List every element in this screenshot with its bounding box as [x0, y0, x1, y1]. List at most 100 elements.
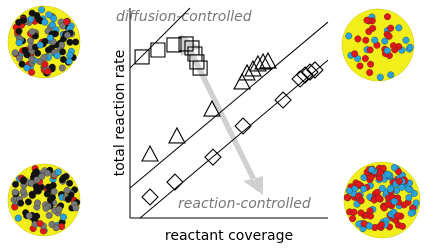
particle	[63, 18, 71, 26]
particle	[66, 38, 74, 46]
particle	[380, 204, 388, 212]
particle	[367, 174, 375, 182]
particle	[19, 187, 27, 195]
particle	[371, 36, 379, 44]
particle	[34, 49, 42, 57]
particle	[49, 194, 56, 201]
particle	[386, 185, 394, 193]
particle	[58, 41, 66, 49]
particle	[21, 46, 29, 54]
particle	[357, 209, 365, 217]
x-axis-label: reactant coverage	[165, 228, 293, 244]
particle	[55, 205, 63, 213]
particle	[394, 212, 402, 220]
particle	[351, 50, 359, 58]
particle	[58, 64, 66, 72]
particle	[45, 11, 53, 19]
marker-triangle	[238, 63, 256, 81]
particle	[44, 67, 52, 75]
particle	[40, 54, 48, 62]
particle	[366, 69, 374, 76]
marker-diamond	[204, 148, 222, 166]
particle	[343, 193, 351, 201]
particle	[378, 184, 386, 192]
particle	[11, 49, 19, 57]
marker-diamond	[274, 91, 292, 109]
particle	[34, 199, 41, 207]
particle	[360, 185, 368, 193]
particle	[381, 37, 389, 45]
particle	[383, 47, 391, 55]
particle	[354, 35, 362, 43]
particle	[361, 55, 369, 62]
particle	[345, 187, 353, 195]
particle	[404, 185, 412, 193]
particle	[34, 187, 42, 195]
particle	[58, 176, 66, 184]
particle	[14, 214, 22, 222]
marker-diamond	[234, 117, 252, 135]
particle	[16, 54, 23, 62]
particle	[379, 164, 387, 172]
particle	[51, 30, 59, 38]
particle	[399, 222, 406, 230]
particle	[50, 188, 58, 195]
particle	[362, 36, 370, 44]
particle	[43, 169, 51, 177]
particle	[28, 9, 36, 17]
particle	[15, 27, 23, 35]
particle	[59, 56, 67, 63]
particle	[368, 166, 376, 174]
particle	[50, 15, 58, 22]
particle	[385, 32, 393, 40]
particle	[412, 199, 420, 207]
annotation: reaction-controlled	[178, 196, 311, 212]
particle	[33, 212, 41, 220]
marker-triangle	[203, 99, 221, 117]
marker-square	[150, 42, 166, 58]
particle	[20, 16, 28, 24]
particle	[387, 71, 395, 79]
marker-square	[166, 37, 182, 53]
gray-double-arrow	[181, 34, 263, 195]
particle	[36, 41, 44, 49]
particle	[46, 34, 54, 42]
particle	[395, 177, 403, 185]
particle	[390, 42, 397, 50]
particle	[52, 224, 60, 232]
particle	[15, 39, 23, 47]
particle	[384, 170, 392, 178]
particle	[41, 60, 49, 68]
particle	[28, 55, 36, 63]
particle	[63, 187, 71, 195]
particle	[66, 51, 74, 59]
particle	[366, 46, 374, 54]
particle	[375, 194, 383, 202]
particle	[11, 188, 19, 196]
marker-triangle	[168, 126, 186, 144]
particle	[64, 31, 71, 39]
particle	[25, 212, 33, 220]
particle	[44, 46, 52, 54]
particle	[11, 203, 19, 211]
particle	[53, 52, 61, 60]
marker-diamond	[301, 63, 319, 81]
particle	[390, 164, 398, 171]
marker-diamond	[306, 61, 324, 79]
particle	[36, 220, 44, 227]
sphere-illustrations	[7, 5, 421, 239]
particle	[350, 208, 358, 216]
particle	[376, 73, 384, 81]
particle	[390, 198, 398, 205]
fit-line	[139, 59, 329, 219]
particle	[345, 32, 353, 40]
marker-square	[178, 36, 194, 52]
particle	[28, 28, 36, 36]
particle	[384, 13, 391, 21]
particle	[72, 204, 80, 212]
particle	[17, 199, 25, 207]
particle	[38, 172, 46, 180]
y-axis-label: total reaction rate	[112, 50, 128, 177]
marker-square	[134, 49, 150, 65]
